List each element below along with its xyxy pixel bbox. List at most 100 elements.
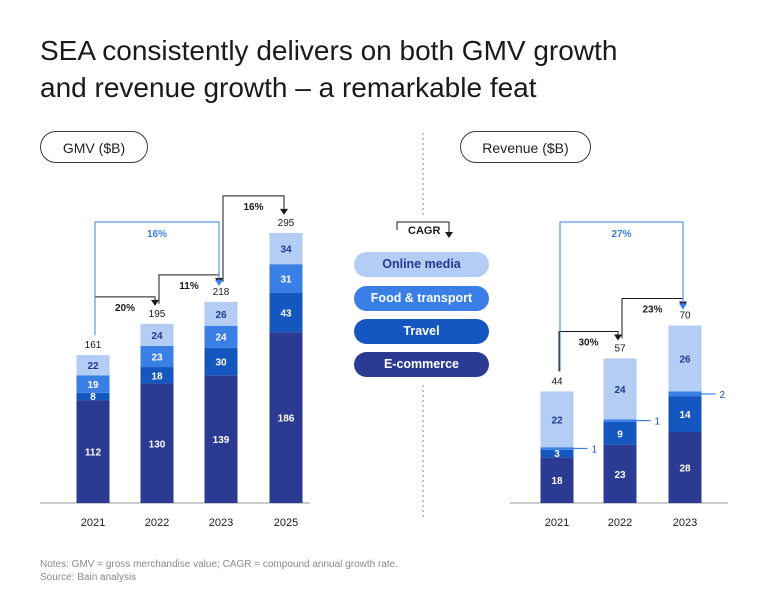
gmv-label-2021-travel: 8 <box>90 392 96 403</box>
revenue-bar-2021-travel <box>540 449 574 458</box>
gmv-xtick-2025: 2025 <box>274 517 298 529</box>
gmv-bar-2022-travel <box>140 367 174 384</box>
gmv-cagr-label-3: 16% <box>147 229 167 240</box>
revenue-label-2021-e-commerce: 18 <box>551 476 563 487</box>
gmv-bar-2021-food-transport <box>76 375 110 393</box>
revenue-label-2021-travel: 3 <box>554 449 560 460</box>
gmv-label-2022-e-commerce: 130 <box>149 439 166 450</box>
revenue-total-2023: 70 <box>679 310 691 321</box>
gmv-cagr-label-1: 11% <box>179 281 199 292</box>
gmv-bar-2022-e-commerce <box>140 383 174 503</box>
gmv-xtick-2021: 2021 <box>81 517 105 529</box>
gmv-bar-2025-e-commerce <box>269 332 303 503</box>
revenue-label-2022-food-transport: 1 <box>655 417 661 428</box>
gmv-label-2022-food-transport: 23 <box>151 352 163 363</box>
revenue-label-2023-online-media: 26 <box>679 354 691 365</box>
revenue-xtick-2021: 2021 <box>545 517 569 529</box>
legend-item-online-media: Online media <box>354 252 489 277</box>
legend-item-e-commerce: E-commerce <box>354 352 489 377</box>
gmv-label-2021-e-commerce: 112 <box>85 448 102 459</box>
revenue-label-2021-food-transport: 1 <box>592 444 598 455</box>
gmv-xtick-2022: 2022 <box>145 517 169 529</box>
gmv-bar-2025-food-transport <box>269 264 303 293</box>
gmv-label-2021-online-media: 22 <box>87 361 99 372</box>
revenue-bar-2023-travel <box>668 396 702 432</box>
revenue-bar-2023-food-transport <box>668 391 702 397</box>
gmv-bar-2021-online-media <box>76 355 110 376</box>
revenue-label-2022-travel: 9 <box>617 429 623 440</box>
revenue-bar-2021-e-commerce <box>540 457 574 503</box>
revenue-xtick-2023: 2023 <box>673 517 697 529</box>
revenue-label-2023-travel: 14 <box>679 410 691 421</box>
revenue-label-2023-food-transport: 2 <box>720 390 726 401</box>
gmv-label-2025-travel: 43 <box>280 308 292 319</box>
revenue-cagr-bracket-2 <box>559 221 684 372</box>
revenue-label-2023-e-commerce: 28 <box>679 463 691 474</box>
gmv-total-2022: 195 <box>149 309 166 320</box>
gmv-bar-2021-e-commerce <box>76 400 110 503</box>
revenue-cagr-label-2: 27% <box>611 229 631 240</box>
legend-item-food-transport: Food & transport <box>354 286 489 311</box>
gmv-label-2023-online-media: 26 <box>215 310 227 321</box>
revenue-bar-2022-e-commerce <box>603 444 637 503</box>
revenue-total-2021: 44 <box>551 376 563 387</box>
revenue-bar-2022-online-media <box>603 358 637 420</box>
gmv-label-2022-online-media: 24 <box>151 331 163 342</box>
revenue-total-2022: 57 <box>614 343 626 354</box>
revenue-label-2021-online-media: 22 <box>551 415 563 426</box>
gmv-cagr-bracket-3 <box>94 221 220 336</box>
gmv-label-2023-food-transport: 24 <box>215 333 227 344</box>
revenue-cagr-label-1: 23% <box>642 304 662 315</box>
revenue-cagr-bracket-0 <box>558 330 619 372</box>
revenue-label-2022-e-commerce: 23 <box>614 470 626 481</box>
gmv-cagr-bracket-2 <box>222 195 285 282</box>
notes-line: Notes: GMV = gross merchandise value; CA… <box>40 559 398 570</box>
legend-item-travel: Travel <box>354 319 489 344</box>
revenue-cagr-arrowhead-2 <box>679 303 687 310</box>
page-title: SEA consistently delivers on both GMV gr… <box>40 32 740 106</box>
gmv-label-2025-online-media: 34 <box>280 245 292 256</box>
gmv-bar-2022-food-transport <box>140 345 174 368</box>
gmv-label-2021-food-transport: 19 <box>87 380 99 391</box>
revenue-xtick-2022: 2022 <box>608 517 632 529</box>
title-line-1: SEA consistently delivers on both GMV gr… <box>40 35 618 66</box>
gmv-cagr-label-0: 20% <box>115 303 135 314</box>
revenue-bar-2021-online-media <box>540 391 574 448</box>
gmv-bar-2025-travel <box>269 292 303 333</box>
revenue-bar-2022-travel <box>603 421 637 445</box>
gmv-label-2022-travel: 18 <box>151 371 163 382</box>
gmv-bar-2023-online-media <box>204 301 238 326</box>
revenue-chart-label: Revenue ($B) <box>460 131 591 163</box>
gmv-label-2023-travel: 30 <box>215 358 227 369</box>
revenue-bar-2023-e-commerce <box>668 431 702 503</box>
legend-cagr-bracket <box>396 221 450 234</box>
source-line: Source: Bain analysis <box>40 572 137 583</box>
title-line-2: and revenue growth – a remarkable feat <box>40 72 537 103</box>
revenue-label-2022-online-media: 24 <box>614 385 626 396</box>
gmv-label-2023-e-commerce: 139 <box>213 435 230 446</box>
gmv-bar-2023-travel <box>204 347 238 376</box>
gmv-total-2025: 295 <box>278 218 295 229</box>
gmv-bar-2025-online-media <box>269 232 303 265</box>
gmv-total-2021: 161 <box>85 340 102 351</box>
gmv-cagr-label-2: 16% <box>243 202 263 213</box>
legend-cagr-label: CAGR <box>408 225 440 237</box>
legend-cagr-arrowhead <box>445 232 453 238</box>
footnotes: Notes: GMV = gross merchandise value; CA… <box>40 558 398 584</box>
gmv-total-2023: 218 <box>213 287 230 298</box>
gmv-cagr-arrowhead-3 <box>215 279 223 286</box>
gmv-bar-2022-online-media <box>140 323 174 346</box>
legend-cagr-text: CAGR <box>408 225 441 237</box>
gmv-xtick-2023: 2023 <box>209 517 233 529</box>
gmv-bar-2023-e-commerce <box>204 375 238 503</box>
gmv-cagr-arrowhead-2 <box>280 208 288 215</box>
revenue-bar-2023-online-media <box>668 325 702 392</box>
gmv-cagr-arrowhead-0 <box>151 299 159 306</box>
gmv-bar-2023-food-transport <box>204 325 238 348</box>
gmv-label-2025-e-commerce: 186 <box>278 414 295 425</box>
revenue-cagr-arrowhead-0 <box>614 334 622 341</box>
revenue-bar-2021-food-transport <box>540 447 574 450</box>
gmv-label-2025-food-transport: 31 <box>280 274 292 285</box>
revenue-bar-2022-food-transport <box>603 419 637 422</box>
